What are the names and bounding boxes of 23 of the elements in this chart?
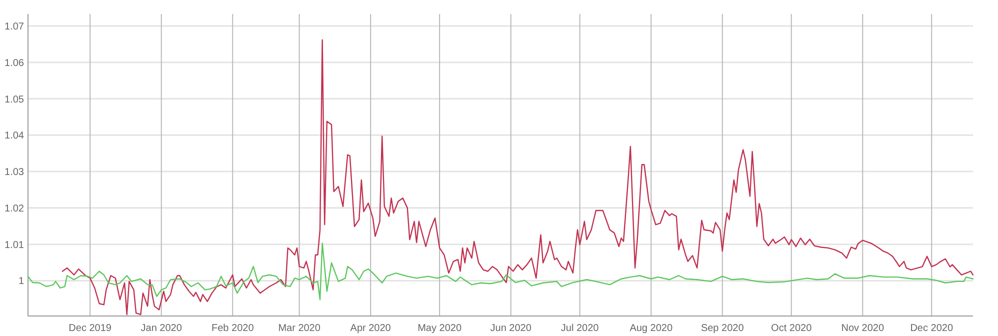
x-tick-label: Nov 2020 [841, 323, 884, 334]
y-tick-label: 1.05 [4, 94, 24, 106]
y-tick-label: 1.04 [4, 130, 24, 142]
x-tick-label: Feb 2020 [212, 323, 254, 334]
x-tick-label: Jul 2020 [560, 323, 600, 334]
y-tick-label: 1.07 [4, 22, 24, 33]
y-tick-label: 1.06 [4, 58, 24, 69]
y-tick-label: 1.03 [4, 167, 24, 178]
x-tick-label: Sep 2020 [700, 323, 744, 334]
x-tick-label: Dec 2020 [910, 323, 954, 334]
x-tick-label: Mar 2020 [278, 323, 321, 334]
x-tick-label: Apr 2020 [350, 323, 392, 334]
line-series [62, 39, 974, 316]
x-tick-label: Aug 2020 [630, 323, 673, 334]
x-tick-label: Oct 2020 [771, 323, 812, 334]
y-tick-label: 1.02 [4, 203, 24, 214]
y-tick-label: 1.01 [4, 240, 24, 251]
x-tick-label: May 2020 [418, 323, 462, 334]
x-tick-label: Jan 2020 [140, 323, 182, 334]
x-tick-label: Jun 2020 [490, 323, 532, 334]
y-tick-label: 1 [18, 276, 24, 288]
line-series [27, 242, 974, 300]
x-tick-label: Dec 2019 [68, 323, 112, 334]
